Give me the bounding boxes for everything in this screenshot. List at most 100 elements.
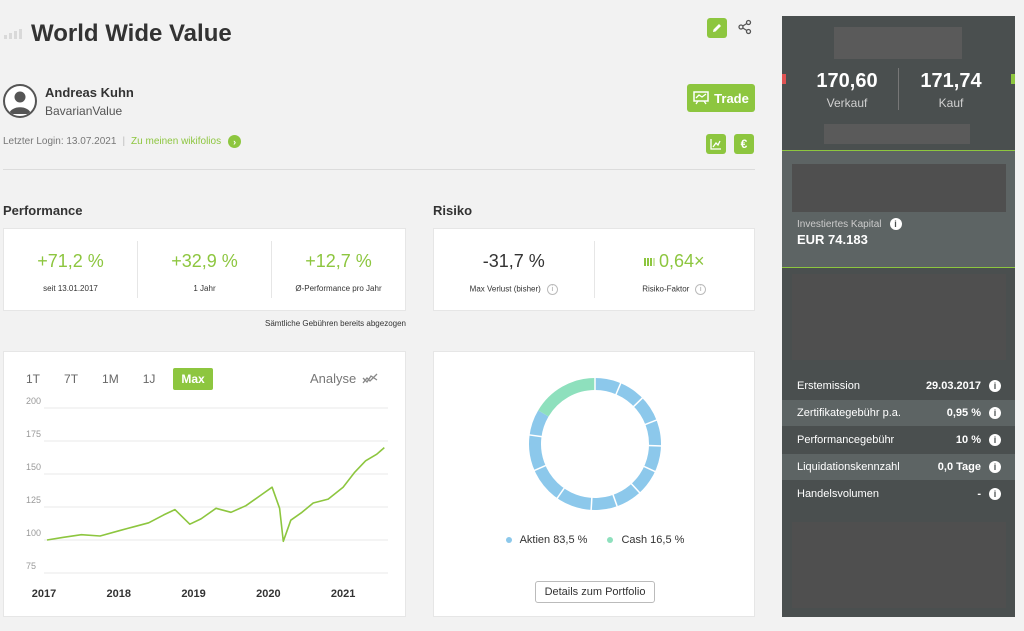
perf-total-label: seit 13.01.2017: [43, 284, 98, 293]
portfolio-donut-chart[interactable]: [434, 352, 756, 522]
share-button[interactable]: [737, 19, 755, 37]
legend-aktien: Aktien 83,5 %: [505, 534, 587, 546]
perf-stat-avg: +12,7 % Ø-Performance pro Jahr: [272, 241, 405, 298]
edit-button[interactable]: [707, 18, 727, 38]
info-icon[interactable]: i: [695, 284, 707, 295]
fees-note: Sämtliche Gebühren bereits abgezogen: [265, 319, 406, 328]
my-wikifolios-link[interactable]: Zu meinen wikifolios: [131, 136, 222, 147]
detail-row-zertifikategebuehr: Zertifikategebühr p.a. 0,95 % i: [782, 400, 1015, 426]
portfolio-card: Aktien 83,5 % Cash 16,5 % Details zum Po…: [433, 351, 755, 617]
avatar[interactable]: [3, 84, 37, 118]
info-icon[interactable]: i: [989, 380, 1001, 392]
info-icon[interactable]: i: [989, 407, 1001, 419]
perf-total-value: +71,2 %: [37, 251, 104, 271]
detail-label: Handelsvolumen: [797, 488, 879, 500]
divider: [3, 169, 755, 170]
share-icon: [738, 19, 752, 35]
perf-avg-value: +12,7 %: [305, 251, 372, 271]
portfolio-details-button[interactable]: Details zum Portfolio: [535, 581, 655, 603]
performance-series-line: [46, 446, 385, 543]
tab-1j[interactable]: 1J: [142, 372, 156, 386]
x-tick-label: 2019: [181, 588, 205, 600]
placeholder-block: [792, 164, 1006, 212]
last-login-text: Letzter Login: 13.07.2021: [3, 136, 117, 147]
donut-separator: [590, 496, 593, 511]
separator: |: [122, 136, 126, 147]
risk-level-icon: [643, 257, 655, 266]
user-icon: [9, 91, 31, 114]
detail-label: Liquidationskennzahl: [797, 461, 900, 473]
donut-separator: [644, 419, 658, 426]
donut-separator: [528, 434, 543, 438]
euro-button[interactable]: €: [734, 134, 754, 154]
trade-button[interactable]: Trade: [687, 84, 755, 112]
trade-board-icon: [693, 91, 709, 105]
perf-stat-total: +71,2 % seit 13.01.2017: [4, 241, 138, 298]
analyse-button[interactable]: Analyse: [310, 371, 378, 386]
analyse-chart-icon: [362, 373, 378, 383]
tab-max[interactable]: Max: [173, 368, 213, 390]
pencil-icon: [713, 24, 721, 32]
buy-quote[interactable]: 171,74 Kauf: [902, 70, 1000, 110]
title-bars-icon: [4, 29, 22, 39]
perf-stat-1y: +32,9 % 1 Jahr: [138, 241, 272, 298]
risk-heading: Risiko: [433, 203, 473, 218]
detail-label: Erstemission: [797, 380, 860, 392]
detail-value: -: [977, 488, 981, 500]
info-icon[interactable]: i: [989, 488, 1001, 500]
tab-1t[interactable]: 1T: [26, 372, 41, 386]
euro-icon: €: [740, 137, 748, 151]
risk-factor-value: 0,64×: [658, 251, 705, 271]
performance-card: +71,2 % seit 13.01.2017 +32,9 % 1 Jahr +…: [3, 228, 406, 311]
placeholder-block: [792, 522, 1006, 608]
info-icon[interactable]: i: [989, 434, 1001, 446]
risk-card: -31,7 % Max Verlust (bisher) i 0,64× Risi…: [433, 228, 755, 311]
page-title: World Wide Value: [31, 20, 232, 47]
donut-slice-cash[interactable]: [538, 378, 596, 417]
legend-dot-cash: [607, 537, 614, 543]
sell-quote[interactable]: 170,60 Verkauf: [798, 70, 896, 110]
y-tick-label: 150: [26, 462, 41, 472]
sell-label: Verkauf: [826, 96, 868, 110]
arrow-right-icon[interactable]: ›: [228, 135, 242, 148]
buy-value: 171,74: [920, 70, 982, 92]
detail-value: 10 %: [955, 434, 981, 446]
tab-1m[interactable]: 1M: [102, 372, 119, 386]
legend-dot-aktien: [505, 537, 512, 543]
buy-label: Kauf: [938, 96, 964, 110]
info-icon[interactable]: i: [546, 284, 558, 295]
chart-compare-button[interactable]: [706, 134, 726, 154]
max-loss-value: -31,7 %: [482, 251, 545, 271]
detail-value: 0,0 Tage: [937, 461, 981, 473]
trader-name[interactable]: Andreas Kuhn: [45, 85, 134, 100]
x-tick-label: 2017: [32, 588, 56, 600]
performance-line-chart[interactable]: 200 175 150 125 100 75 2017 2018 2019 2020 2021: [4, 352, 407, 618]
buy-indicator: [1011, 74, 1015, 84]
risk-max-loss: -31,7 % Max Verlust (bisher) i: [434, 241, 595, 298]
y-tick-label: 125: [26, 495, 41, 505]
quote-divider: [898, 68, 899, 110]
last-login: Letzter Login: 13.07.2021 | Zu meinen wi…: [3, 135, 242, 148]
donut-legend: Aktien 83,5 % Cash 16,5 %: [434, 534, 756, 546]
detail-row-handelsvolumen: Handelsvolumen -i: [782, 481, 1015, 507]
detail-label: Zertifikategebühr p.a.: [797, 407, 901, 419]
tab-7t[interactable]: 7T: [64, 372, 79, 386]
y-tick-label: 175: [26, 429, 41, 439]
legend-cash: Cash 16,5 %: [607, 534, 684, 546]
sell-indicator: [782, 74, 786, 84]
info-icon[interactable]: i: [889, 218, 902, 230]
placeholder-block: [824, 124, 970, 144]
risk-factor: 0,64× Risiko-Faktor i: [595, 241, 755, 298]
info-icon[interactable]: i: [989, 461, 1001, 473]
detail-value: 29.03.2017: [925, 380, 981, 392]
trader-handle[interactable]: BavarianValue: [45, 104, 123, 118]
detail-row-liquidationskennzahl: Liquidationskennzahl 0,0 Tage i: [782, 454, 1015, 480]
donut-separator: [642, 465, 657, 473]
detail-value: 0,95 %: [946, 407, 981, 419]
chart-range-tabs: 1T 7T 1M 1J Max: [20, 368, 213, 390]
y-tick-label: 100: [26, 528, 41, 538]
invested-value: EUR 74.183: [797, 232, 868, 247]
y-tick-label: 200: [26, 396, 41, 406]
detail-row-performancegebuehr: Performancegebühr 10 % i: [782, 427, 1015, 453]
chart-trend-icon: [710, 139, 721, 150]
